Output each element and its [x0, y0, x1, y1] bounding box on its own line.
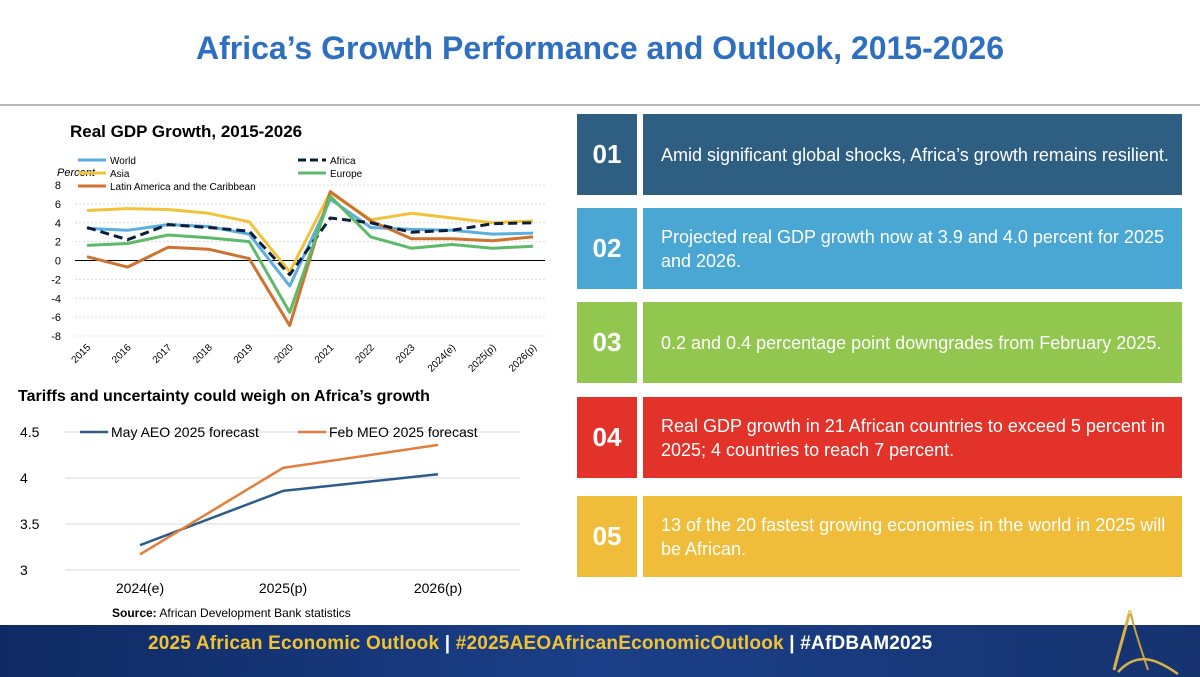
y-tick-label: 2 [55, 237, 61, 249]
card-text: 13 of the 20 fastest growing economies i… [643, 496, 1182, 577]
series-line-world [86, 197, 534, 288]
title-divider [0, 104, 1200, 106]
footer-banner: 2025 African Economic Outlook | #2025AEO… [0, 625, 1200, 677]
x-tick-label: 2026(p) [507, 342, 539, 374]
footer-hashtag-afdbam: #AfDBAM2025 [794, 633, 933, 654]
real-gdp-growth-chart: 8 6 4 2 0 -2 -4 -6 -8 Percent 2015 2016 2017 2018 2019… [51, 156, 545, 374]
card-text: Amid significant global shocks, Africa’s… [643, 114, 1182, 195]
y-tick-label: 3 [20, 562, 28, 578]
x-tick-label: 2015 [70, 342, 94, 366]
y-tick-label: 8 [55, 180, 61, 192]
card-number: 05 [577, 496, 637, 577]
series-line-africa [86, 216, 534, 277]
footer-hashtag-aeo: #2025AEOAfricanEconomicOutlook [450, 633, 790, 654]
chart2-title: Tariffs and uncertainty could weigh on A… [18, 388, 430, 405]
legend-label: Asia [110, 169, 130, 180]
legend-label: Europe [330, 169, 363, 180]
tariffs-forecast-chart: 4.5 4 3.5 3 2024(e) 2025(p) 2026(p) May AEO 202… [20, 424, 520, 596]
card-number: 01 [577, 114, 637, 195]
y-tick-label: -8 [51, 331, 61, 343]
x-tick-label: 2023 [394, 342, 418, 366]
series-line-feb-meo-2025-forecast [139, 443, 439, 556]
key-point-card-03: 03 0.2 and 0.4 percentage point downgrad… [577, 302, 1182, 383]
legend-label: May AEO 2025 forecast [111, 424, 259, 440]
card-number: 03 [577, 302, 637, 383]
x-tick-label: 2026(p) [414, 580, 462, 596]
card-text: 0.2 and 0.4 percentage point downgrades … [643, 302, 1182, 383]
y-tick-label: -2 [51, 274, 61, 286]
series-line-may-aeo-2025-forecast [139, 473, 439, 547]
x-tick-label: 2024(e) [426, 342, 458, 374]
footer-separator: | [789, 633, 795, 654]
x-tick-label: 2017 [151, 342, 175, 366]
y-tick-label: 0 [55, 256, 61, 268]
legend-label: World [110, 156, 136, 167]
card-text: Real GDP growth in 21 African countries … [643, 397, 1182, 478]
page-title: Africa’s Growth Performance and Outlook,… [196, 30, 1004, 66]
x-tick-label: 2022 [353, 342, 377, 366]
legend-label: Feb MEO 2025 forecast [329, 424, 478, 440]
legend-label: Africa [330, 156, 356, 167]
footer-hashtags: 2025 African Economic Outlook | #2025AEO… [148, 633, 932, 655]
x-tick-label: 2020 [272, 342, 296, 366]
x-tick-label: 2018 [191, 342, 215, 366]
y-tick-label: 4.5 [20, 424, 40, 440]
chart1-title: Real GDP Growth, 2015-2026 [70, 122, 303, 141]
x-tick-label: 2024(e) [116, 580, 164, 596]
key-point-card-01: 01 Amid significant global shocks, Afric… [577, 114, 1182, 195]
y-tick-label: -6 [51, 312, 61, 324]
y-tick-label: 6 [55, 199, 61, 211]
y-axis-label: Percent [57, 167, 96, 179]
y-tick-label: 4 [20, 470, 28, 486]
card-number: 04 [577, 397, 637, 478]
card-text: Projected real GDP growth now at 3.9 and… [643, 208, 1182, 289]
y-tick-label: 4 [55, 218, 61, 230]
source-note: Source: African Development Bank statist… [112, 606, 351, 620]
footer-separator: | [444, 633, 451, 654]
source-text: African Development Bank statistics [156, 606, 351, 620]
footer-outlook-title: 2025 African Economic Outlook [148, 633, 445, 654]
card-number: 02 [577, 208, 637, 289]
afdb-logo-icon [1112, 610, 1179, 676]
x-tick-label: 2021 [313, 342, 337, 366]
key-point-card-05: 05 13 of the 20 fastest growing economie… [577, 496, 1182, 577]
y-tick-label: -4 [51, 293, 61, 305]
x-tick-label: 2025(p) [466, 342, 498, 374]
source-label: Source: [112, 606, 157, 620]
key-point-card-04: 04 Real GDP growth in 21 African countri… [577, 397, 1182, 478]
x-tick-label: 2016 [110, 342, 134, 366]
legend-label: Latin America and the Caribbean [110, 182, 256, 193]
y-tick-label: 3.5 [20, 516, 40, 532]
key-point-card-02: 02 Projected real GDP growth now at 3.9 … [577, 208, 1182, 289]
x-tick-label: 2019 [232, 342, 256, 366]
x-tick-label: 2025(p) [259, 580, 307, 596]
series-line-asia [86, 191, 534, 274]
series-line-europe [86, 194, 534, 314]
